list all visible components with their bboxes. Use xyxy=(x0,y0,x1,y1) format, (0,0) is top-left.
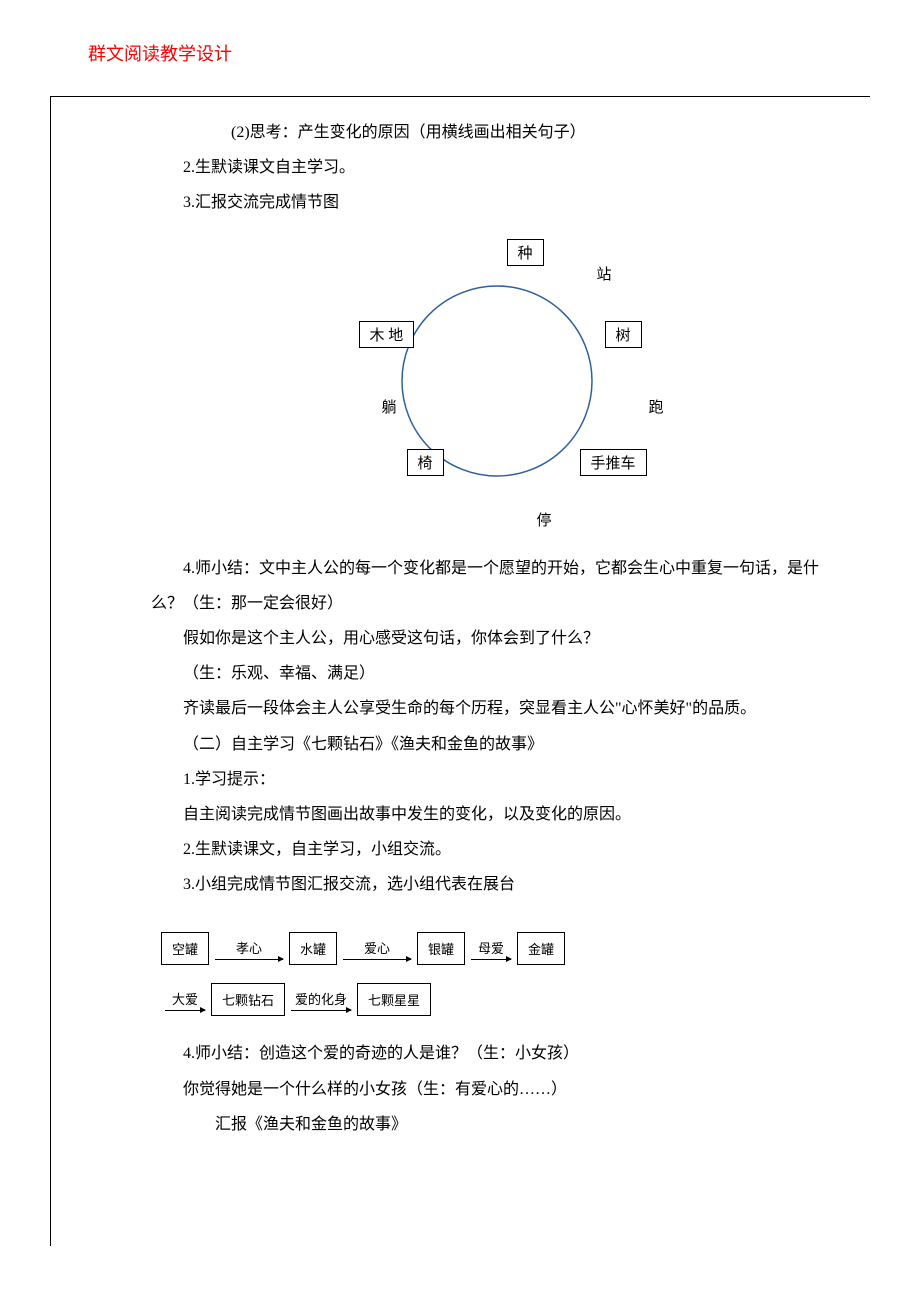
flow-arrow-label: 爱心 xyxy=(364,938,390,957)
para-group-report: 3.小组完成情节图汇报交流，选小组代表在展台 xyxy=(151,867,842,902)
flow-arrow: 孝心 xyxy=(215,938,283,960)
para-silent-read-2: 2.生默读课文，自主学习，小组交流。 xyxy=(151,832,842,867)
para-qi-du: 齐读最后一段体会主人公享受生命的每个历程，突显看主人公"心怀美好"的品质。 xyxy=(151,691,842,726)
flow-leading-label: 大爱 xyxy=(172,989,198,1008)
flow-row-2: 大爱七颗钻石爱的化身七颗星星 xyxy=(161,983,842,1016)
flow-arrow: 爱心 xyxy=(343,938,411,960)
flow-arrow-line xyxy=(165,1010,205,1011)
para-summary-2: 4.师小结：创造这个爱的奇迹的人是谁？（生：小女孩） xyxy=(151,1036,842,1071)
para-thinking: (2)思考：产生变化的原因（用横线画出相关句子） xyxy=(151,115,842,150)
para-silent-read: 2.生默读课文自主学习。 xyxy=(151,150,842,185)
header-title: 群文阅读教学设计 xyxy=(88,44,232,64)
flow-arrow: 母爱 xyxy=(471,938,511,960)
circle-node: 手推车 xyxy=(580,449,647,476)
flow-box: 空罐 xyxy=(161,932,209,965)
circle-plot-diagram: 种树手推车 椅 木 地 站跑停 躺 xyxy=(287,231,707,531)
circle-node: 木 地 xyxy=(359,321,415,348)
flow-box: 银罐 xyxy=(417,932,465,965)
para-summary-1a: 4.师小结：文中主人公的每一个变化都是一个愿望的开始，它都会生心中重复一句话，是… xyxy=(151,551,842,621)
circle-edge-label: 躺 xyxy=(382,396,397,417)
flow-arrow-line xyxy=(471,959,511,960)
circle-node: 树 xyxy=(605,321,642,348)
flow-row-1: 空罐 孝心 水罐 爱心 银罐母爱金罐 xyxy=(161,932,842,965)
flow-box: 七颗钻石 xyxy=(211,983,285,1016)
flow-diagram: 空罐 孝心 水罐 爱心 银罐母爱金罐 大爱七颗钻石爱的化身七颗星星 xyxy=(161,932,842,1016)
circle-node: 椅 xyxy=(407,449,444,476)
flow-leading: 大爱 xyxy=(165,989,205,1011)
page-header: 群文阅读教学设计 xyxy=(50,40,870,66)
para-study-hint: 1.学习提示： xyxy=(151,762,842,797)
para-students-answer: （生：乐观、幸福、满足） xyxy=(151,656,842,691)
summary-text: 4.师小结：文中主人公的每一个变化都是一个愿望的开始，它都会生心中重复一句话，是… xyxy=(151,560,819,612)
circle-edge-label: 停 xyxy=(537,509,552,530)
main-content-border: (2)思考：产生变化的原因（用横线画出相关句子） 2.生默读课文自主学习。 3.… xyxy=(50,96,870,1246)
flow-arrow-line xyxy=(291,1010,351,1011)
qi-du-a: 齐读最后一段体会主人公享受生命的每个历程，突显看主人公 xyxy=(183,700,615,717)
flow-box: 金罐 xyxy=(517,932,565,965)
flow-arrow-line xyxy=(343,959,411,960)
para-what-girl: 你觉得她是一个什么样的小女孩（生：有爱心的……） xyxy=(151,1072,842,1107)
flow-arrow-line xyxy=(215,959,283,960)
para-report: 3.汇报交流完成情节图 xyxy=(151,185,842,220)
flow-box: 水罐 xyxy=(289,932,337,965)
flow-arrow: 爱的化身 xyxy=(291,989,351,1011)
flow-arrow-label: 孝心 xyxy=(236,938,262,957)
para-self-read: 自主阅读完成情节图画出故事中发生的变化，以及变化的原因。 xyxy=(151,797,842,832)
para-report-fisherman: 汇报《渔夫和金鱼的故事》 xyxy=(151,1107,842,1142)
qi-du-b: "心怀美好"的品质。 xyxy=(615,700,756,717)
flow-arrow-label: 爱的化身 xyxy=(295,989,347,1008)
circle-edge-label: 站 xyxy=(597,263,612,284)
flow-box: 七颗星星 xyxy=(357,983,431,1016)
para-if-you: 假如你是这个主人公，用心感受这句话，你体会到了什么？ xyxy=(151,621,842,656)
para-section-2: （二）自主学习《七颗钻石》《渔夫和金鱼的故事》 xyxy=(151,727,842,762)
flow-arrow-label: 母爱 xyxy=(478,938,504,957)
circle-node: 种 xyxy=(507,239,544,266)
circle-edge-label: 跑 xyxy=(649,396,664,417)
